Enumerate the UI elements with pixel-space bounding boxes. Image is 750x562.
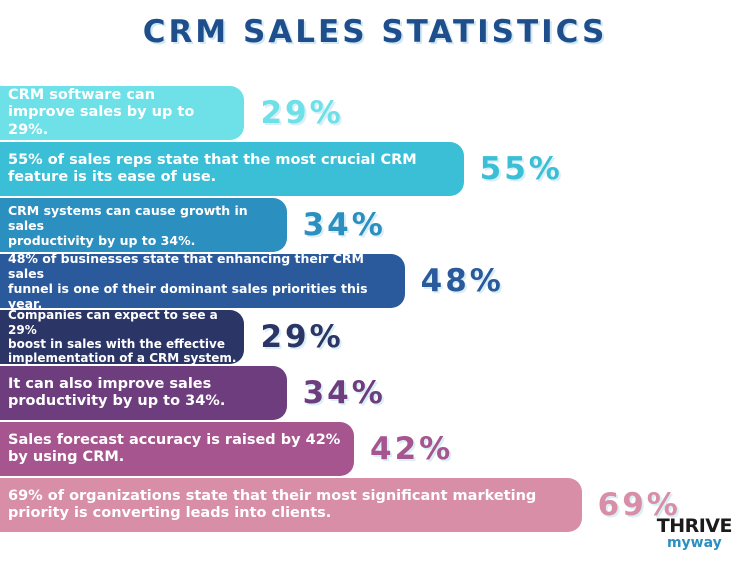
logo: THRIVE myway: [656, 515, 733, 551]
bar: 69% of organizations state that their mo…: [0, 478, 582, 532]
value-label: 42%: [370, 431, 454, 467]
value-label: 34%: [302, 207, 386, 243]
value-label: 69%: [597, 487, 681, 523]
bar: CRM systems can cause growth in sales pr…: [0, 198, 287, 252]
bar: Companies can expect to see a 29% boost …: [0, 308, 245, 365]
chart-title: CRM SALES STATISTICS: [142, 14, 608, 50]
value-label: 29%: [260, 319, 344, 355]
bar: CRM software can improve sales by up to …: [0, 86, 245, 140]
bar: Sales forecast accuracy is raised by 42%…: [0, 422, 355, 476]
value-label: 34%: [302, 375, 386, 411]
bar: 48% of businesses state that enhancing t…: [0, 251, 405, 311]
value-label: 55%: [479, 151, 563, 187]
bar: 55% of sales reps state that the most cr…: [0, 142, 464, 196]
bar: It can also improve sales productivity b…: [0, 366, 287, 420]
value-label: 48%: [420, 263, 504, 299]
logo-text: THRIVE: [656, 515, 733, 537]
value-label: 29%: [260, 95, 344, 131]
logo-text: myway: [666, 535, 722, 551]
